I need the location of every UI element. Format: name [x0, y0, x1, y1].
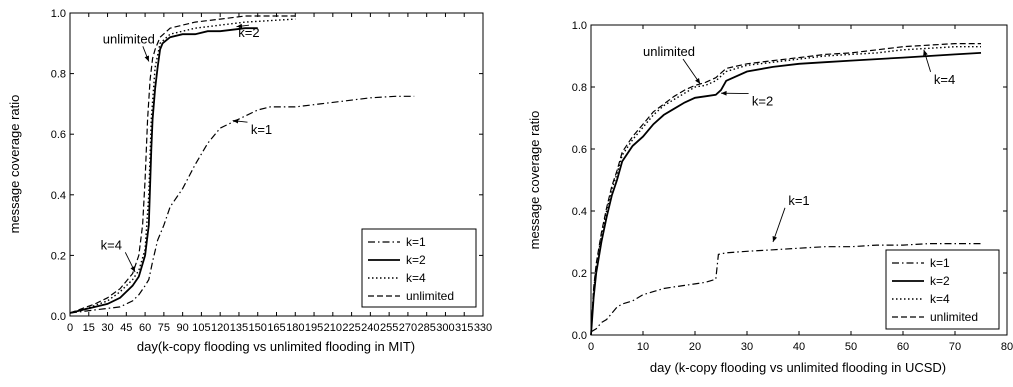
x-axis-label: day(k-copy flooding vs unlimited floodin… — [137, 339, 415, 354]
x-tick-label: 150 — [249, 322, 267, 334]
x-tick-label: 105 — [192, 322, 210, 334]
x-axis-label: day (k-copy flooding vs unlimited floodi… — [650, 360, 946, 375]
x-tick-label: 20 — [689, 341, 701, 353]
y-axis-label: message coverage ratio — [7, 95, 22, 234]
x-tick-label: 180 — [286, 322, 304, 334]
legend-label: k=1 — [406, 235, 426, 249]
x-tick-label: 80 — [1001, 341, 1013, 353]
x-tick-label: 30 — [741, 341, 753, 353]
y-axis-label: message coverage ratio — [527, 111, 542, 250]
legend-label: unlimited — [406, 289, 454, 303]
y-tick-label: 0.8 — [51, 69, 66, 81]
x-tick-label: 45 — [120, 322, 132, 334]
chart-ucsd-svg: 0 10 20 30 40 50 60 70 80 0.0 0.2 0.4 0.6 0.8 1.0 unli… — [508, 0, 1013, 382]
annotation-arrowhead — [923, 50, 928, 56]
y-tick-label: 0.0 — [572, 330, 587, 342]
series-line-unlimited — [70, 16, 295, 313]
x-tick-label: 270 — [399, 322, 417, 334]
x-tick-label: 10 — [637, 341, 649, 353]
y-tick-label: 0.2 — [51, 250, 66, 262]
x-tick-label: 40 — [793, 341, 805, 353]
x-tick-label: 225 — [342, 322, 360, 334]
legend: k=1 k=2 k=4 unlimited — [362, 229, 476, 307]
series-line-k-2 — [70, 28, 258, 313]
legend-label: k=4 — [406, 271, 426, 285]
y-tick-label: 0.0 — [51, 311, 66, 323]
x-tick-label: 165 — [267, 322, 285, 334]
legend-label: unlimited — [930, 310, 978, 324]
x-tick-label: 60 — [897, 341, 909, 353]
annotation-label: k=2 — [752, 94, 773, 109]
annotation-arrowhead — [773, 236, 777, 242]
x-tick-label: 255 — [380, 322, 398, 334]
x-tick-label: 15 — [83, 322, 95, 334]
x-tick-label: 330 — [474, 322, 492, 334]
legend: k=1 k=2 k=4 unlimited — [886, 250, 999, 329]
x-tick-label: 300 — [436, 322, 454, 334]
annotations: unlimited k=2 k=4 k=1 — [643, 44, 955, 242]
legend-label: k=1 — [930, 256, 950, 270]
legend-label: k=2 — [930, 274, 950, 288]
y-tick-label: 0.6 — [51, 129, 66, 141]
y-tick-label: 0.2 — [572, 268, 587, 280]
x-tick-label: 75 — [158, 322, 170, 334]
series-line-k-4 — [70, 19, 295, 313]
x-tick-label: 0 — [67, 322, 73, 334]
y-tick-label: 0.4 — [51, 190, 66, 202]
y-tick-label: 0.6 — [572, 144, 587, 156]
chart-ucsd: 0 10 20 30 40 50 60 70 80 0.0 0.2 0.4 0.6 0.8 1.0 unli… — [508, 0, 1013, 387]
y-tick-label: 1.0 — [51, 8, 66, 20]
annotation-label: k=4 — [934, 72, 955, 87]
x-tick-label: 195 — [305, 322, 323, 334]
x-tick-label: 240 — [361, 322, 379, 334]
y-tick-label: 0.4 — [572, 206, 587, 218]
x-tick-label: 50 — [845, 341, 857, 353]
x-tick-label: 120 — [211, 322, 229, 334]
annotation-label: unlimited — [643, 44, 695, 59]
annotation-arrowhead — [695, 78, 700, 84]
annotation-label: k=4 — [101, 237, 122, 252]
x-tick-label: 0 — [588, 341, 594, 353]
x-tick-label: 30 — [101, 322, 113, 334]
x-tick-label: 285 — [418, 322, 436, 334]
legend-label: k=2 — [406, 253, 426, 267]
x-tick-label: 210 — [324, 322, 342, 334]
y-tick-label: 1.0 — [572, 20, 587, 32]
legend-label: k=4 — [930, 292, 950, 306]
annotation-label: k=1 — [251, 122, 272, 137]
x-tick-label: 70 — [949, 341, 961, 353]
x-tick-label: 60 — [139, 322, 151, 334]
annotation-arrowhead — [721, 91, 727, 96]
y-tick-label: 0.8 — [572, 82, 587, 94]
annotation-label: k=1 — [788, 193, 809, 208]
x-tick-label: 90 — [177, 322, 189, 334]
annotation-arrowhead — [145, 56, 149, 62]
x-tick-label: 315 — [455, 322, 473, 334]
annotation-label: unlimited — [103, 31, 155, 46]
x-tick-label: 135 — [230, 322, 248, 334]
